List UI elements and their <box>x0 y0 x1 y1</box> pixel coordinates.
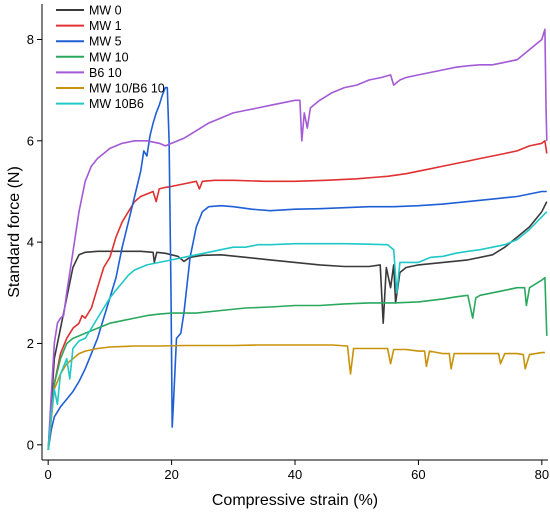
legend-label: MW 0 <box>89 4 122 18</box>
legend-label: B6 10 <box>89 66 122 80</box>
y-tick-label: 0 <box>27 437 34 452</box>
x-axis-title: Compressive strain (%) <box>212 492 378 509</box>
y-axis-title: Standard force (N) <box>6 166 23 298</box>
y-tick-label: 6 <box>27 133 34 148</box>
x-tick-label: 80 <box>535 467 549 482</box>
legend-label: MW 10 <box>89 50 129 64</box>
y-ticks: 0 2 4 6 8 <box>27 32 42 452</box>
series-line-mw-5 <box>47 86 547 451</box>
x-tick-label: 0 <box>45 467 52 482</box>
x-tick-label: 20 <box>164 467 178 482</box>
plot-lines <box>47 28 548 451</box>
legend-label: MW 5 <box>89 35 122 49</box>
legend-label: MW 10/B6 10 <box>89 82 165 96</box>
y-tick-label: 4 <box>27 235 34 250</box>
y-tick-label: 2 <box>27 336 34 351</box>
y-tick-label: 8 <box>27 32 34 47</box>
series-line-mw-10-b6-10 <box>47 344 545 450</box>
series-line-mw-10 <box>47 276 548 450</box>
series-line-mw-0 <box>47 201 548 450</box>
x-tick-label: 40 <box>288 467 302 482</box>
legend-label: MW 10B6 <box>89 97 144 111</box>
x-ticks: 0 20 40 60 80 <box>45 460 549 482</box>
legend-label: MW 1 <box>89 19 122 33</box>
series-line-mw-1 <box>47 140 548 450</box>
series-line-b6-10 <box>47 28 548 450</box>
x-tick-label: 60 <box>411 467 425 482</box>
series-line-mw-10b6 <box>47 211 548 450</box>
